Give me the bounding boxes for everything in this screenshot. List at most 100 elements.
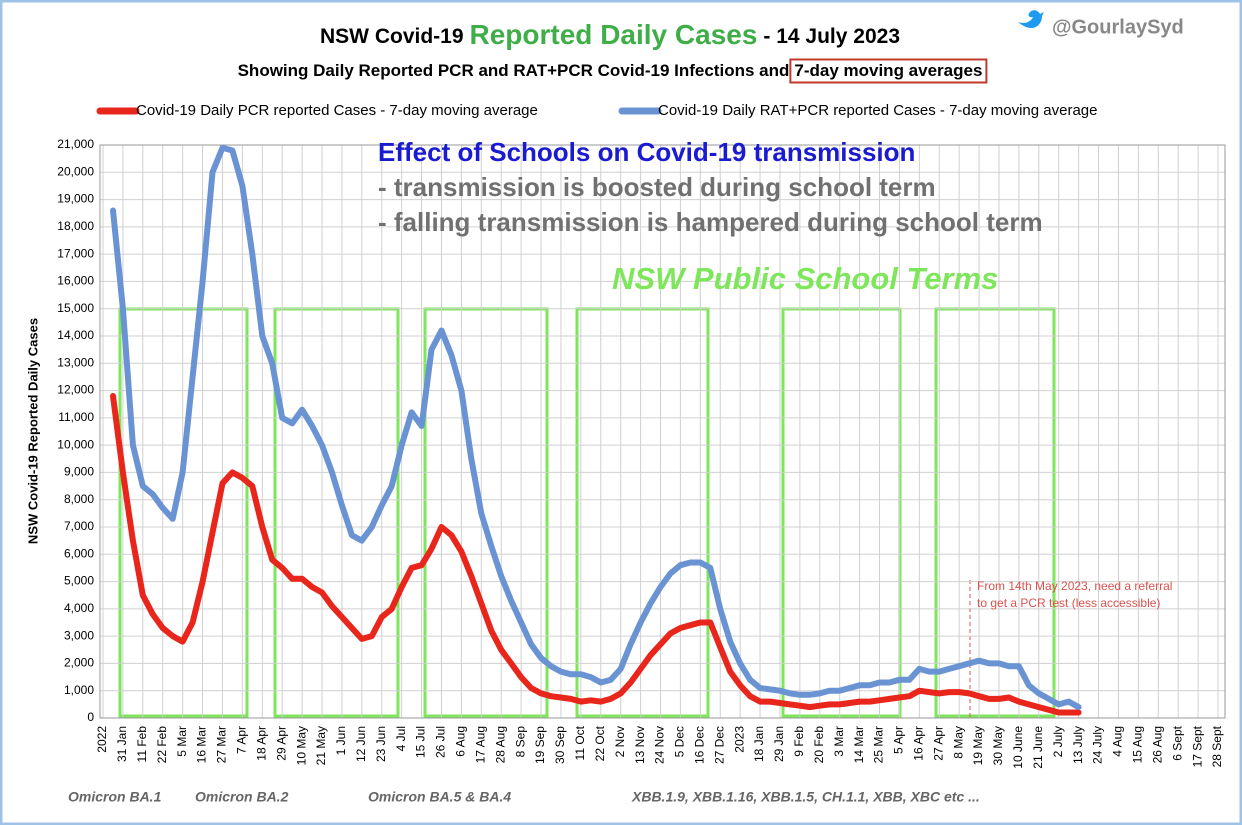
x-tick-label: 1 Jun (334, 726, 348, 755)
y-tick-label: 0 (87, 710, 94, 724)
x-tick-label: 9 Feb (792, 726, 806, 757)
y-tick-label: 9,000 (64, 465, 94, 479)
x-tick-label: 17 Sept (1190, 725, 1204, 767)
x-tick-label: 8 Sep (513, 726, 527, 758)
annotation: - falling transmission is hampered durin… (378, 207, 1043, 237)
y-tick-label: 8,000 (64, 492, 94, 506)
x-tick-label: 28 Aug (493, 726, 507, 763)
series-line (110, 393, 1082, 716)
annotation: Effect of Schools on Covid-19 transmissi… (378, 137, 915, 167)
x-tick-label: 18 Apr (254, 726, 268, 761)
y-tick-label: 4,000 (64, 601, 94, 615)
handle: @GourlaySyd (1052, 16, 1184, 38)
x-tick-label: 27 Apr (931, 726, 945, 761)
x-tick-label: 21 May (314, 726, 328, 765)
y-tick-label: 18,000 (57, 219, 94, 233)
y-tick-label: 16,000 (57, 274, 94, 288)
y-tick-label: 21,000 (57, 137, 94, 151)
x-tick-label: 24 Nov (653, 726, 667, 764)
variant-label: XBB.1.9, XBB.1.16, XBB.1.5, CH.1.1, XBB,… (631, 789, 980, 805)
y-tick-label: 14,000 (57, 328, 94, 342)
y-tick-label: 17,000 (57, 246, 94, 260)
x-tick-label: 20 Feb (812, 726, 826, 764)
x-tick-label: 26 Jul (434, 726, 448, 758)
x-tick-label: 21 June (1031, 726, 1045, 769)
x-tick-label: 23 Jun (374, 726, 388, 762)
x-tick-label: 13 Nov (633, 726, 647, 764)
x-tick-label: 10 May (294, 726, 308, 765)
x-tick-label: 2 July (1051, 726, 1065, 757)
title-highlight: Reported Daily Cases (470, 19, 758, 50)
y-tick-label: 13,000 (57, 355, 94, 369)
variant-label: Omicron BA.5 & BA.4 (368, 789, 511, 805)
x-tick-label: 8 May (951, 726, 965, 759)
variant-label: Omicron BA.1 (68, 789, 162, 805)
x-tick-label: 13 July (1071, 726, 1085, 764)
x-tick-label: 16 Mar (195, 726, 209, 763)
x-tick-label: 15 Jul (414, 726, 428, 758)
y-tick-label: 2,000 (64, 656, 94, 670)
x-tick-label: 3 Mar (832, 726, 846, 757)
title: NSW Covid-19 (320, 25, 464, 48)
x-tick-label: 29 Jan (772, 726, 786, 762)
title-date: - 14 July 2023 (763, 25, 900, 48)
annotation: - transmission is boosted during school … (378, 172, 936, 202)
x-tick-label: 30 May (991, 726, 1005, 765)
plot-border (99, 144, 1226, 719)
x-tick-label: 18 Jan (752, 726, 766, 762)
y-tick-label: 7,000 (64, 519, 94, 533)
x-tick-label: 27 Dec (712, 726, 726, 764)
y-tick-label: 5,000 (64, 574, 94, 588)
x-tick-label: 4 Aug (1111, 726, 1125, 757)
x-tick-label: 26 Aug (1150, 726, 1164, 763)
x-tick-label: 19 May (971, 726, 985, 765)
chart-title: NSW Covid-19 Reported Daily Cases - 14 Jul… (320, 19, 900, 50)
y-tick-label: 20,000 (57, 164, 94, 178)
subtitle-text: Showing Daily Reported PCR and RAT+PCR C… (238, 61, 790, 80)
x-tick-label: 5 Dec (673, 726, 687, 757)
y-axis-label: NSW Covid-19 Reported Daily Cases (25, 318, 40, 544)
y-tick-label: 3,000 (64, 628, 94, 642)
y-tick-label: 12,000 (57, 383, 94, 397)
y-tick-label: 11,000 (58, 410, 94, 424)
x-tick-label: 19 Sep (533, 726, 547, 764)
subtitle-box (789, 58, 988, 84)
x-tick-label: 31 Jan (115, 726, 129, 762)
x-tick-label: 24 July (1091, 726, 1105, 764)
legend-label: Covid-19 Daily PCR reported Cases - 7-da… (136, 102, 538, 119)
y-tick-label: 6,000 (64, 546, 94, 560)
x-tick-label: 4 Jul (394, 726, 408, 751)
x-tick-label: 28 Sept (1210, 725, 1224, 767)
x-tick-label: 16 Apr (912, 726, 926, 761)
x-tick-label: 6 Sept (1170, 725, 1184, 760)
x-tick-label: 27 Mar (215, 726, 229, 763)
x-tick-label: 2022 (95, 726, 109, 753)
x-tick-label: 11 Feb (135, 726, 149, 763)
annotation: From 14th May 2023, need a referral (977, 579, 1172, 593)
variant-label: Omicron BA.2 (195, 789, 289, 805)
x-tick-label: 12 Jun (354, 726, 368, 762)
x-tick-label: 22 Feb (155, 726, 169, 764)
x-tick-label: 17 Aug (473, 726, 487, 763)
x-tick-label: 16 Dec (692, 726, 706, 764)
x-tick-label: 6 Aug (454, 726, 468, 757)
subtitle: Showing Daily Reported PCR and RAT+PCR C… (238, 61, 983, 80)
twitter-icon (1018, 10, 1044, 29)
annotation: to get a PCR test (less accessible) (977, 596, 1160, 610)
y-tick-label: 10,000 (57, 437, 94, 451)
x-tick-label: 2023 (732, 726, 746, 753)
x-tick-label: 25 Mar (872, 726, 886, 763)
x-tick-label: 14 Mar (852, 726, 866, 763)
x-tick-label: 15 Aug (1131, 726, 1145, 763)
series-line (110, 144, 1082, 711)
x-tick-label: 5 Mar (175, 726, 189, 757)
x-tick-label: 10 June (1011, 726, 1025, 769)
x-tick-label: 30 Sep (553, 726, 567, 764)
x-tick-label: 11 Oct (573, 725, 587, 760)
x-tick-label: 22 Oct (593, 725, 607, 761)
x-tick-label: 7 Apr (235, 726, 249, 754)
y-tick-label: 15,000 (57, 301, 94, 315)
x-tick-label: 29 Apr (274, 726, 288, 761)
y-tick-label: 1,000 (64, 683, 94, 697)
